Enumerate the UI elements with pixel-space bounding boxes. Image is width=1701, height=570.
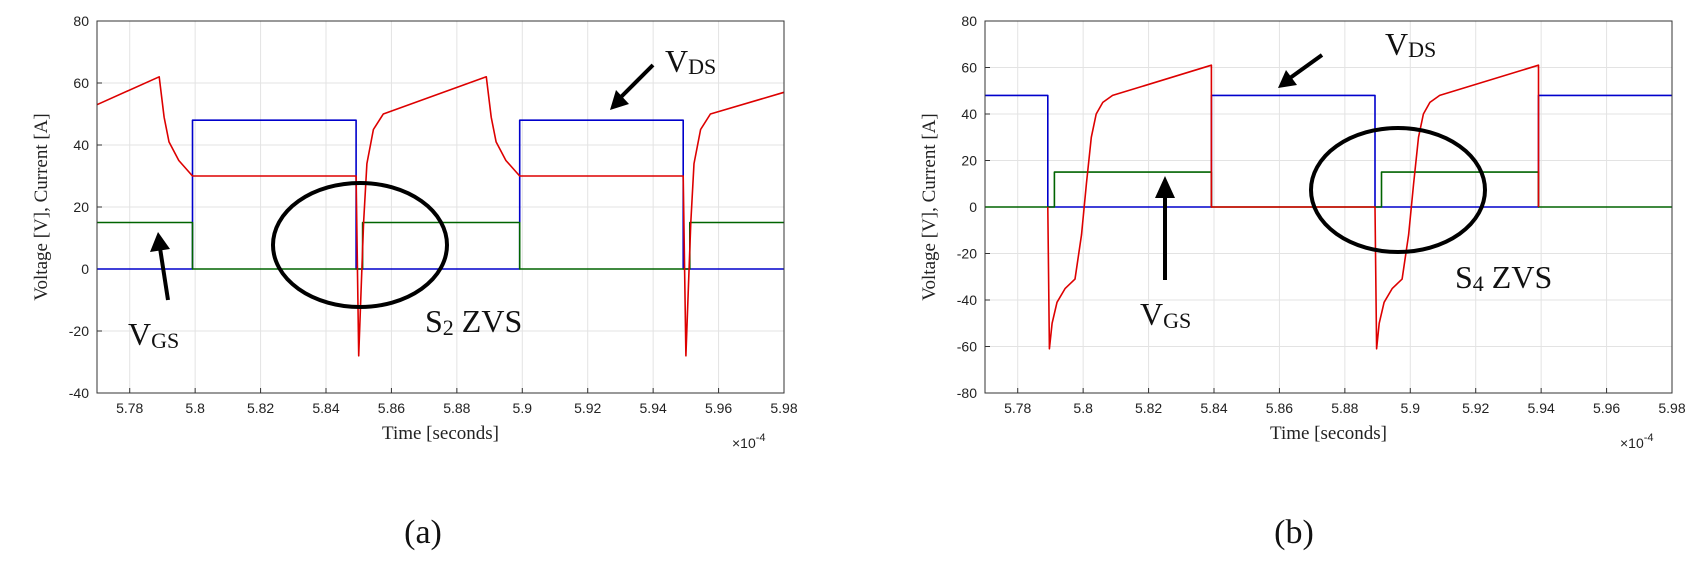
y-tick-label: 60 xyxy=(73,75,89,91)
label-zvs-b-rest: ZVS xyxy=(1484,259,1552,295)
series-line-1 xyxy=(985,171,1672,208)
annotation-zvs-a: S2 ZVS xyxy=(271,181,522,340)
y-tick-label: -20 xyxy=(957,246,977,262)
arrowhead-vds-a xyxy=(610,90,629,110)
x-tick-label: 5.9 xyxy=(1401,400,1421,416)
y-tick-label: 40 xyxy=(73,137,89,153)
label-vds-a: VDS xyxy=(665,43,716,79)
x-tick-label: 5.94 xyxy=(1528,400,1555,416)
arrowhead-vgs-b xyxy=(1155,176,1175,198)
arrow-vds-a xyxy=(616,63,655,102)
label-vgs-b-main: V xyxy=(1140,296,1163,332)
label-vgs-a-main: V xyxy=(128,316,151,352)
label-vds-b-sub: DS xyxy=(1408,37,1436,62)
x-tick-label: 5.8 xyxy=(1073,400,1093,416)
x-tick-label: 5.9 xyxy=(513,400,533,416)
panel-a: 5.78 5.8 5.82 5.84 5.86 5.88 5.9 5.92 5.94 5.96 5.… xyxy=(31,13,798,551)
series-line-2 xyxy=(96,76,785,357)
ticks-b: 5.78 5.8 5.82 5.84 5.86 5.88 5.9 5.92 5.94 5.96 5.… xyxy=(957,13,1686,416)
y-tick-label: -40 xyxy=(69,385,89,401)
label-zvs-b: S4 ZVS xyxy=(1455,259,1552,296)
x-tick-label: 5.86 xyxy=(378,400,405,416)
label-zvs-b-sub: 4 xyxy=(1473,271,1484,296)
x-tick-label: 5.86 xyxy=(1266,400,1293,416)
series-b xyxy=(985,64,1672,350)
x-tick-label: 5.88 xyxy=(443,400,470,416)
label-vgs-b-sub: GS xyxy=(1163,308,1191,333)
arrowhead-vgs-a xyxy=(150,232,170,252)
y-axis-label-b: Voltage [V], Current [A] xyxy=(919,113,940,301)
x-exponent-base-b: ×10 xyxy=(1620,435,1644,451)
series-line-1 xyxy=(97,221,784,270)
x-tick-label: 5.78 xyxy=(116,400,143,416)
x-exponent-base-a: ×10 xyxy=(732,435,756,451)
label-vds-a-sub: DS xyxy=(688,54,716,79)
panel-label-b: (b) xyxy=(1274,514,1314,551)
arrow-vgs-a xyxy=(158,247,170,301)
y-tick-label: -20 xyxy=(69,323,89,339)
y-tick-label: 20 xyxy=(961,153,977,169)
x-axis-label-b: Time [seconds] xyxy=(1270,423,1387,444)
annotation-vgs-a: VGS xyxy=(128,232,179,353)
x-tick-label: 5.84 xyxy=(1200,400,1227,416)
x-tick-label: 5.84 xyxy=(312,400,339,416)
label-zvs-a: S2 ZVS xyxy=(425,303,522,340)
arrow-vds-b xyxy=(1288,53,1324,80)
x-tick-label: 5.78 xyxy=(1004,400,1031,416)
x-tick-label: 5.96 xyxy=(1593,400,1620,416)
y-tick-label: 80 xyxy=(961,13,977,29)
y-tick-label: 20 xyxy=(73,199,89,215)
zvs-ellipse-a xyxy=(271,181,449,309)
x-tick-label: 5.88 xyxy=(1331,400,1358,416)
x-exponent-a: ×10-4 xyxy=(732,432,766,451)
x-exponent-b: ×10-4 xyxy=(1620,432,1654,451)
y-tick-label: 60 xyxy=(961,60,977,76)
label-zvs-a-sub: 2 xyxy=(443,315,454,340)
x-tick-label: 5.8 xyxy=(185,400,205,416)
y-tick-label: 80 xyxy=(73,13,89,29)
label-zvs-a-rest: ZVS xyxy=(454,303,522,339)
y-tick-label: 0 xyxy=(969,199,977,215)
x-exponent-power-b: -4 xyxy=(1644,432,1654,444)
panel-b: 5.78 5.8 5.82 5.84 5.86 5.88 5.9 5.92 5.94 5.96 5.… xyxy=(919,13,1686,551)
ticks-a: 5.78 5.8 5.82 5.84 5.86 5.88 5.9 5.92 5.94 5.96 5.… xyxy=(69,13,798,416)
x-tick-label: 5.98 xyxy=(1658,400,1685,416)
y-tick-label: -60 xyxy=(957,339,977,355)
annotation-vds-a: VDS xyxy=(610,43,716,110)
y-tick-label: 0 xyxy=(81,261,89,277)
label-vgs-b: VGS xyxy=(1140,296,1191,333)
label-vds-a-main: V xyxy=(665,43,688,79)
series-line-0 xyxy=(97,119,784,270)
label-vds-b: VDS xyxy=(1385,26,1436,62)
plot-frame-a xyxy=(96,20,785,394)
x-tick-label: 5.98 xyxy=(770,400,797,416)
plot-frame-b xyxy=(984,20,1673,394)
x-axis-label-a: Time [seconds] xyxy=(382,423,499,444)
annotation-vgs-b: VGS xyxy=(1140,176,1191,333)
x-tick-label: 5.96 xyxy=(705,400,732,416)
x-tick-label: 5.82 xyxy=(1135,400,1162,416)
annotation-vds-b: VDS xyxy=(1278,26,1436,88)
label-vgs-a: VGS xyxy=(128,316,179,353)
label-vgs-a-sub: GS xyxy=(151,328,179,353)
y-axis-label-a: Voltage [V], Current [A] xyxy=(31,113,52,301)
series-line-2 xyxy=(1047,64,1540,350)
x-tick-label: 5.92 xyxy=(1462,400,1489,416)
panel-label-a: (a) xyxy=(404,514,442,551)
y-tick-label: -40 xyxy=(957,292,977,308)
y-tick-label: -80 xyxy=(957,385,977,401)
arrowhead-vds-b xyxy=(1278,70,1297,88)
x-tick-label: 5.82 xyxy=(247,400,274,416)
label-zvs-a-main: S xyxy=(425,303,443,339)
label-vds-b-main: V xyxy=(1385,26,1408,62)
annotation-zvs-b: S4 ZVS xyxy=(1309,126,1552,296)
x-tick-label: 5.94 xyxy=(640,400,667,416)
x-exponent-power-a: -4 xyxy=(756,432,766,444)
x-tick-label: 5.92 xyxy=(574,400,601,416)
y-tick-label: 40 xyxy=(961,106,977,122)
zvs-ellipse-b xyxy=(1309,126,1487,254)
label-zvs-b-main: S xyxy=(1455,259,1473,295)
